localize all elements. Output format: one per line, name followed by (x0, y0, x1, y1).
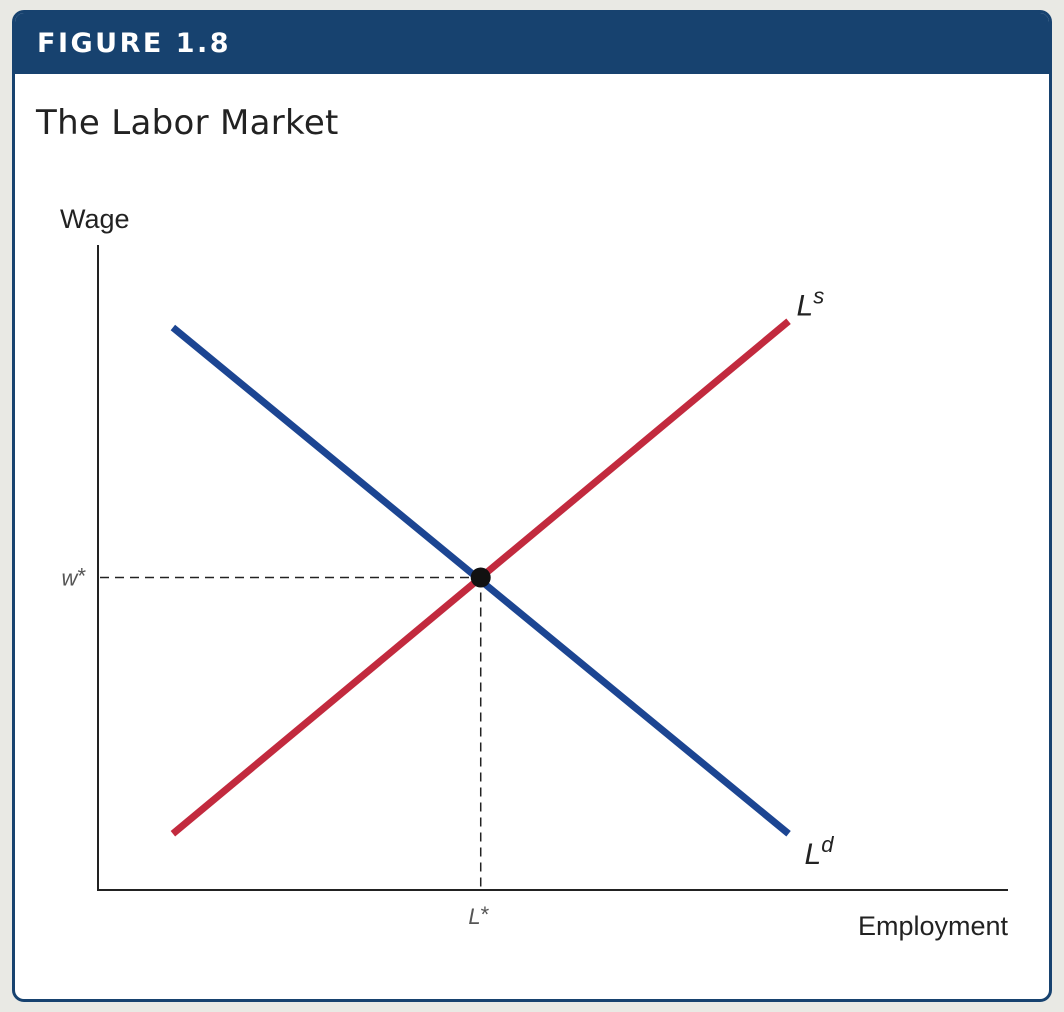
figure-card: FIGURE 1.8 The Labor Market (12, 10, 1052, 1002)
supply-label-sup: s (813, 283, 824, 308)
supply-label-base: L (797, 289, 814, 322)
x-axis-label: Employment (858, 911, 1009, 941)
chart-title: The Labor Market (36, 103, 339, 143)
y-axis-label: Wage (60, 204, 130, 234)
equilibrium-point (470, 567, 491, 588)
x-tick-base: L (468, 904, 480, 929)
x-tick-label: L* (468, 902, 489, 929)
demand-curve-label: Ld (805, 832, 835, 871)
x-tick-sup: * (481, 902, 490, 927)
demand-label-sup: d (821, 832, 834, 857)
supply-curve-label: Ls (797, 283, 825, 322)
y-tick-sup: * (77, 564, 86, 589)
demand-label-base: L (805, 838, 822, 871)
y-tick-base: w (62, 566, 80, 591)
figure-header: FIGURE 1.8 (15, 13, 1049, 74)
figure-label: FIGURE 1.8 (37, 28, 232, 59)
y-tick-label: w* (62, 564, 87, 591)
